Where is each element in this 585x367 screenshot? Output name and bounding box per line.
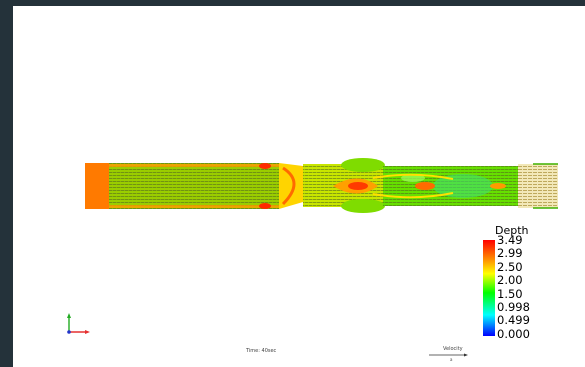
- legend-labels: 3.49 2.99 2.50 2.00 1.50 0.998 0.499 0.0…: [497, 234, 530, 341]
- legend-label: 2.00: [497, 274, 530, 287]
- legend-label: 3.49: [497, 234, 530, 247]
- legend-label: 1.50: [497, 288, 530, 301]
- time-label: Time: 40sec: [246, 348, 276, 354]
- velocity-value: a: [450, 357, 452, 362]
- legend-label: 2.50: [497, 261, 530, 274]
- render-viewport[interactable]: Depth 3.49 2.99 2.50 2.00 1.50 0.998 0.4…: [13, 6, 585, 367]
- legend-label: 0.998: [497, 301, 530, 314]
- legend-label: 0.499: [497, 314, 530, 327]
- legend-label: 0.000: [497, 328, 530, 341]
- legend-label: 2.99: [497, 247, 530, 260]
- window-left-border: [0, 0, 13, 367]
- orientation-axes-icon: [63, 310, 93, 336]
- legend-colorbar: [483, 240, 495, 336]
- velocity-scale-arrow-icon: [429, 352, 469, 358]
